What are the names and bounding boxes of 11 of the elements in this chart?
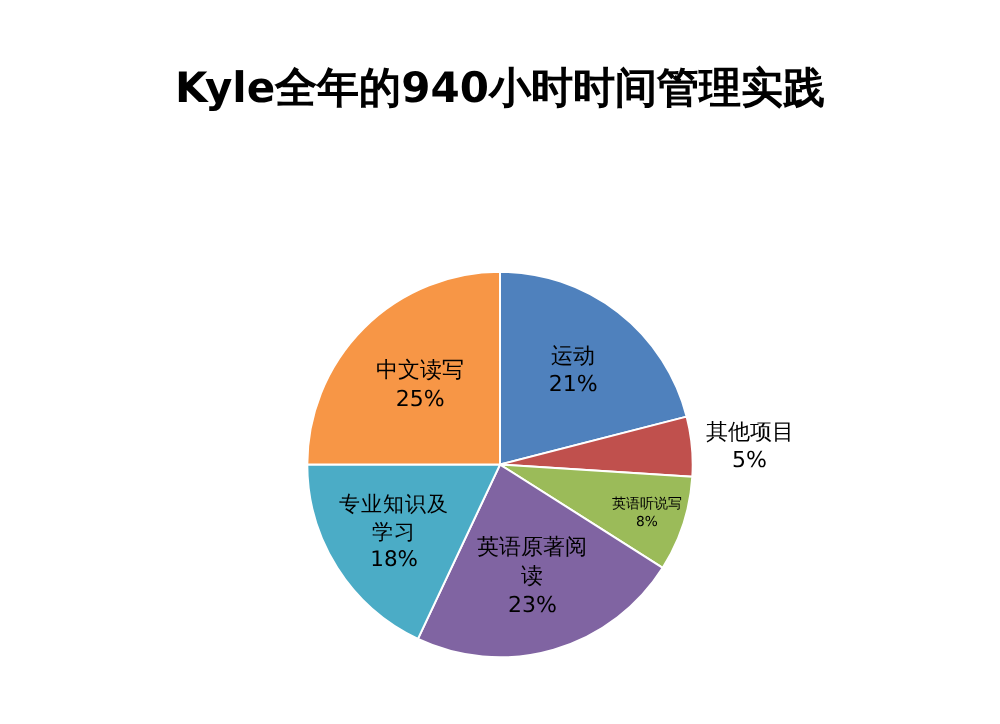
data-label: 23% [507, 591, 557, 618]
chart-title: Kyle全年的940小时时间管理实践 [175, 63, 825, 112]
slice-label: 运动 [551, 342, 596, 369]
slice-label: 英语原著阅读 [477, 534, 588, 589]
data-label: 21% [548, 371, 598, 398]
slice-label: 专业知识及学习 [339, 490, 450, 545]
slice-label: 其他项目 [705, 418, 794, 445]
data-label: 25% [395, 386, 445, 413]
data-label: 18% [370, 546, 418, 573]
slice-label: 中文读写 [376, 357, 465, 384]
data-label: 5% [732, 447, 767, 474]
